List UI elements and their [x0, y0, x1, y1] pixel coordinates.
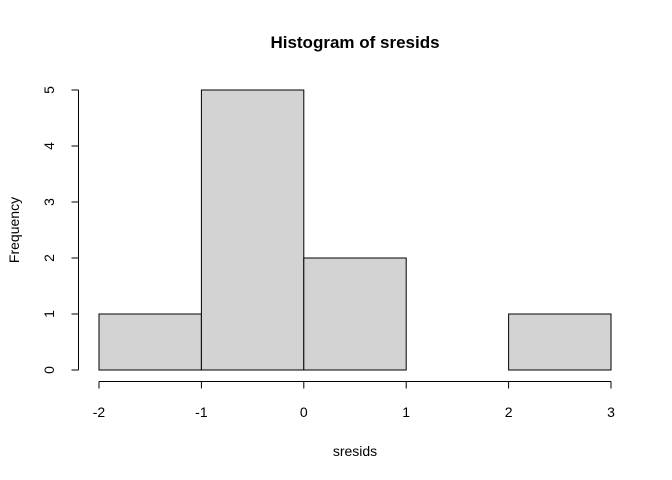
y-tick-label-5: 5 — [41, 86, 57, 94]
y-tick-label-4: 4 — [41, 142, 57, 150]
y-axis-label: Frequency — [6, 197, 22, 263]
histogram-bar-1 — [200, 89, 305, 371]
histogram-bar-4 — [508, 313, 612, 371]
x-tick-label-1: -1 — [195, 404, 208, 420]
x-tick-label-5: 3 — [607, 404, 615, 420]
chart-title: Histogram of sresids — [270, 33, 439, 52]
x-tick-label-4: 2 — [505, 404, 513, 420]
y-tick-label-3: 3 — [41, 198, 57, 206]
y-tick-label-1: 1 — [41, 310, 57, 318]
bars-group — [98, 89, 612, 371]
y-tick-label-2: 2 — [41, 254, 57, 262]
y-tick-label-0: 0 — [41, 366, 57, 374]
x-tick-label-0: -2 — [93, 404, 106, 420]
histogram-bar-2 — [303, 257, 407, 371]
x-axis: -2 -1 0 1 2 3 — [93, 381, 615, 420]
x-tick-label-3: 1 — [402, 404, 410, 420]
histogram-bar-0 — [98, 313, 202, 371]
x-axis-label: sresids — [333, 443, 377, 459]
y-axis: 0 1 2 3 4 5 — [41, 86, 79, 374]
x-tick-label-2: 0 — [300, 404, 308, 420]
